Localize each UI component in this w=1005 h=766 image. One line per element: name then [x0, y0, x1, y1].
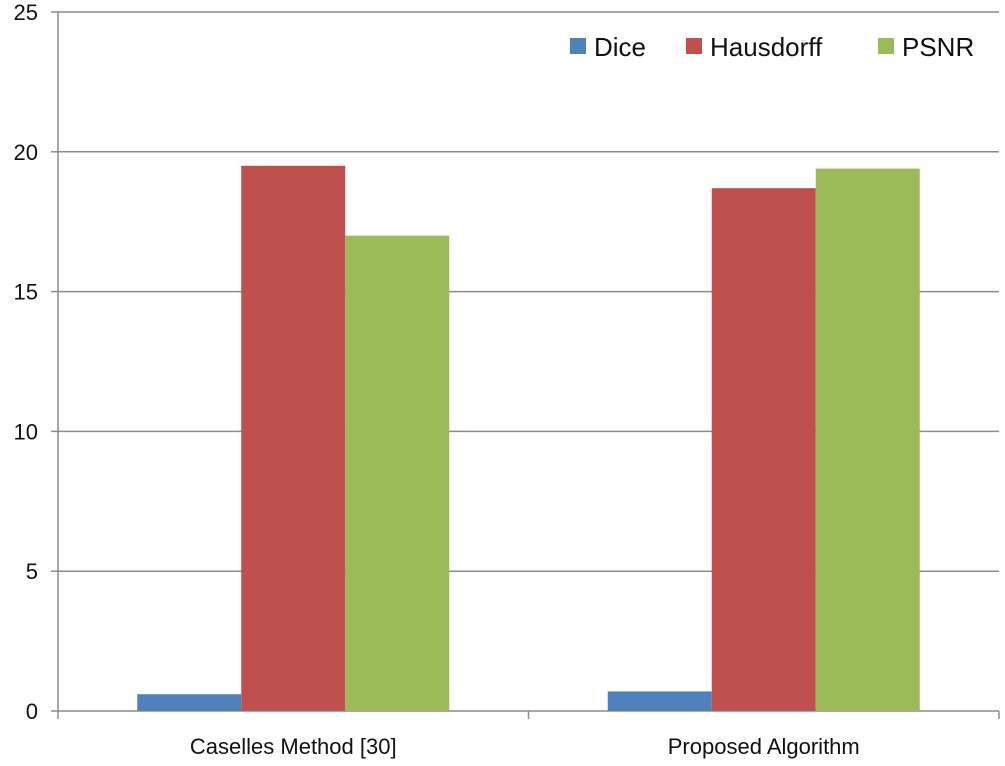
y-tick-label: 15 [14, 280, 38, 305]
legend-item-psnr: PSNR [878, 32, 974, 62]
legend-item-dice: Dice [570, 32, 646, 62]
x-category-label: Caselles Method [30] [190, 734, 397, 759]
legend-label: Dice [594, 32, 646, 62]
bar-psnr-1 [345, 235, 450, 711]
legend-swatch [686, 38, 702, 54]
y-tick-label: 25 [14, 0, 38, 25]
legend-swatch [570, 38, 586, 54]
legend: Dice Hausdorff PSNR [570, 32, 974, 62]
y-tick-label: 10 [14, 419, 38, 444]
axis-labels: 0 5 10 15 20 25 Caselles Method [30] Proposed A… [14, 0, 860, 759]
y-tick-label: 0 [26, 699, 38, 724]
legend-label: PSNR [902, 32, 974, 62]
x-category-label: Proposed Algorithm [668, 734, 860, 759]
y-tick-label: 5 [26, 559, 38, 584]
legend-swatch [878, 38, 894, 54]
bar-dice-1 [137, 694, 242, 711]
bar-psnr-2 [815, 168, 920, 712]
legend-item-hausdorff: Hausdorff [686, 32, 823, 62]
bar-hausdorff-1 [241, 165, 346, 711]
legend-label: Hausdorff [710, 32, 823, 62]
bar-dice-2 [607, 691, 712, 711]
bar-hausdorff-2 [711, 188, 816, 711]
bars [137, 165, 920, 712]
y-tick-label: 20 [14, 140, 38, 165]
